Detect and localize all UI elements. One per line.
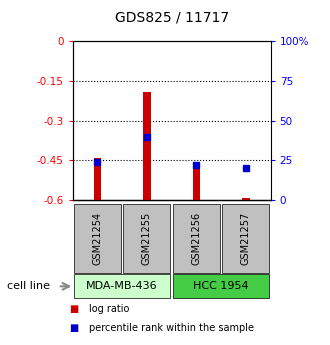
Text: cell line: cell line — [7, 282, 50, 291]
Bar — [242, 198, 249, 200]
Text: log ratio: log ratio — [89, 304, 129, 314]
Bar — [193, 163, 200, 200]
Text: GSM21257: GSM21257 — [241, 211, 251, 265]
Text: GSM21254: GSM21254 — [92, 211, 102, 265]
Text: GSM21255: GSM21255 — [142, 211, 152, 265]
Bar — [143, 92, 150, 200]
Bar — [94, 158, 101, 200]
Text: GDS825 / 11717: GDS825 / 11717 — [115, 10, 229, 24]
Text: HCC 1954: HCC 1954 — [193, 282, 249, 291]
Text: GSM21256: GSM21256 — [191, 211, 201, 265]
Text: ■: ■ — [69, 323, 79, 333]
Text: MDA-MB-436: MDA-MB-436 — [86, 282, 158, 291]
Text: percentile rank within the sample: percentile rank within the sample — [89, 323, 254, 333]
Text: ■: ■ — [69, 304, 79, 314]
